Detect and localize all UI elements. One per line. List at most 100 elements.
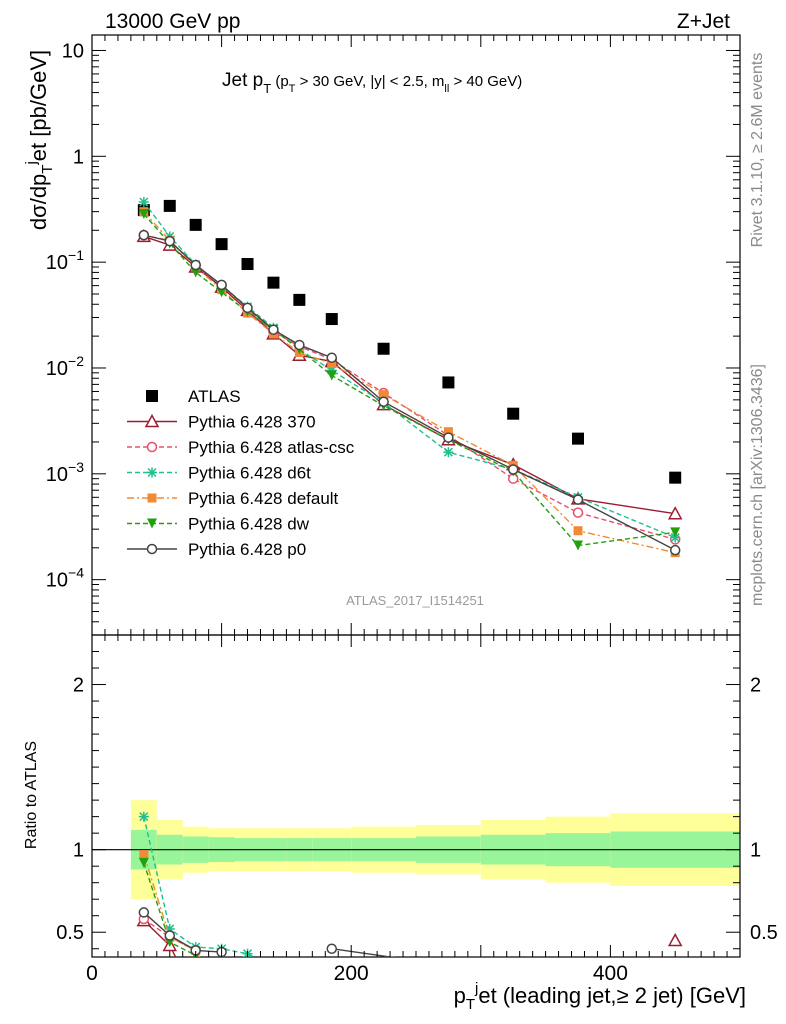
asterisk-stroke (670, 533, 680, 543)
data-point (139, 850, 149, 860)
data-point (378, 396, 389, 407)
legend-entry: Pythia 6.428 atlas-csc (127, 438, 355, 457)
main-series-group (136, 197, 683, 558)
process-label: Z+Jet (677, 10, 730, 33)
data-point (507, 464, 519, 475)
data-point (216, 287, 227, 298)
x-tick-label: 200 (334, 962, 369, 985)
asterisk-stroke (443, 447, 453, 457)
data-point (215, 238, 228, 251)
legend-entry: ATLAS (146, 387, 241, 406)
data-point (325, 313, 338, 326)
x-tick-label: 0 (86, 962, 98, 985)
data-point (294, 339, 305, 351)
data-point (443, 432, 454, 443)
ratio-series-group (136, 811, 683, 957)
ratio-frame (91, 634, 741, 958)
main-y-axis-title: dσ/dpTjet [pb/GeV] (23, 50, 56, 230)
analysis-tag: ATLAS_2017_I1514251 (346, 593, 484, 608)
data-point (163, 199, 176, 212)
data-point (242, 302, 253, 314)
data-point (144, 413, 160, 428)
legend-entry: Pythia 6.428 d6t (127, 464, 311, 483)
data-point (443, 447, 454, 458)
ratio-series-1 (138, 913, 201, 957)
ratio-line (143, 918, 201, 957)
chart-title: Jet pT (pT > 30 GeV, |y| < 2.5, mll > 40… (222, 70, 522, 96)
data-point (326, 370, 337, 381)
ratio-line (143, 816, 256, 957)
data-point (164, 930, 176, 941)
data-point (267, 276, 280, 289)
data-point (147, 467, 157, 478)
data-point (146, 441, 158, 453)
ratio-line (143, 854, 201, 957)
x-axis-title: pTjet (leading jet,≥ 2 jet) [GeV] (454, 980, 746, 1013)
legend-label: Pythia 6.428 370 (188, 413, 316, 432)
mcplots-label: mcplots.cern.ch [arXiv:1306.3436] (749, 364, 766, 606)
data-point (573, 526, 583, 536)
y-tick-label: 1 (73, 146, 84, 168)
data-point (572, 507, 584, 518)
legend-entry: Pythia 6.428 370 (127, 413, 316, 432)
data-point (147, 518, 157, 529)
ratio-panel: Ratio to ATLAS pTjet (leading jet,≥ 2 je… (23, 634, 778, 1013)
data-point (442, 376, 455, 389)
data-point (507, 407, 520, 420)
data-point (670, 527, 681, 538)
legend-label: Pythia 6.428 d6t (188, 464, 311, 483)
y-tick-label: 10−4 (46, 565, 84, 592)
legend-label: Pythia 6.428 default (188, 489, 339, 508)
data-point (138, 197, 149, 208)
data-point (190, 267, 201, 278)
ratio-y-tick-label-right: 1 (750, 840, 761, 862)
ratio-line (331, 948, 396, 957)
asterisk-stroke (139, 197, 149, 207)
ratio-y-tick-label: 2 (73, 675, 84, 697)
data-point (667, 932, 683, 947)
legend-label: ATLAS (188, 387, 241, 406)
data-point (573, 540, 583, 551)
data-point (326, 943, 338, 954)
energy-label: 13000 GeV pp (105, 10, 240, 33)
ratio-line (143, 862, 198, 957)
data-point (669, 544, 681, 556)
data-point (146, 543, 158, 555)
data-point (138, 811, 149, 822)
data-point (443, 427, 453, 437)
rivet-version-label: Rivet 3.1.10, ≥ 2.6M events (749, 53, 766, 248)
ratio-y-axis-title: Ratio to ATLAS (23, 741, 40, 849)
data-point (189, 218, 202, 231)
ratio-series-5 (138, 907, 396, 957)
data-point (669, 471, 682, 484)
asterisk-stroke (139, 812, 149, 822)
ratio-y-tick-label-right: 0.5 (750, 922, 778, 944)
y-tick-label: 10−1 (46, 247, 84, 274)
legend-entry: Pythia 6.428 dw (127, 515, 310, 534)
data-point (216, 279, 227, 291)
legend-entry: Pythia 6.428 default (127, 489, 339, 508)
data-point (293, 293, 306, 306)
x-tick-label: 400 (593, 962, 628, 985)
y-tick-label: 10−3 (46, 459, 84, 486)
data-point (572, 494, 584, 505)
y-tick-label: 10 (62, 40, 84, 62)
ratio-y-tick-label-right: 2 (750, 675, 761, 697)
data-point (667, 506, 683, 520)
legend-entry: Pythia 6.428 p0 (127, 540, 306, 559)
asterisk-stroke (147, 467, 157, 478)
y-tick-label: 10−2 (46, 353, 84, 380)
data-point (138, 229, 150, 241)
data-point (572, 432, 584, 445)
data-point (138, 209, 149, 220)
data-point (327, 359, 337, 369)
data-point (147, 493, 157, 503)
legend: ATLAS Pythia 6.428 370 Pythia 6.428 atlas-… (127, 387, 355, 559)
data-point (268, 324, 279, 335)
data-point (377, 342, 390, 355)
data-point (241, 258, 254, 271)
series-line (143, 201, 676, 539)
main-panel: ATLAS_2017_I1514251 Jet pT (pT > 30 GeV,… (23, 34, 741, 636)
data-point (164, 235, 176, 247)
